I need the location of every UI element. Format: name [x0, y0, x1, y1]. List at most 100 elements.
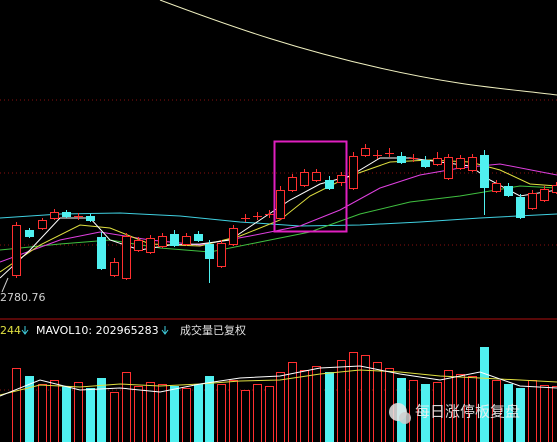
candle-body — [110, 262, 119, 276]
volume-bar — [146, 382, 155, 442]
volume-bar — [337, 360, 346, 442]
volume-bar — [50, 380, 59, 442]
candle-body — [325, 180, 334, 189]
volume-bar — [361, 355, 370, 442]
candle-body — [444, 157, 453, 179]
volume-bar — [444, 370, 453, 442]
candle-body — [468, 157, 477, 171]
volume-bar — [25, 376, 34, 442]
volume-bar — [62, 386, 71, 442]
volume-bar — [158, 384, 167, 442]
candle-body — [480, 155, 489, 188]
candle-body — [134, 240, 143, 251]
candle-body — [25, 230, 34, 237]
candle-body — [433, 158, 442, 165]
volume-bar — [492, 380, 501, 442]
candle-body — [122, 236, 131, 279]
volume-bar — [349, 352, 358, 442]
candle-body — [86, 216, 95, 221]
volume-bar — [504, 384, 513, 442]
volume-bar — [241, 390, 250, 442]
volume-bar — [552, 386, 557, 442]
volume-bar — [12, 368, 21, 442]
volume-bar — [97, 378, 106, 442]
volume-bar — [300, 370, 309, 442]
candle-body — [349, 156, 358, 189]
volume-bar — [516, 388, 525, 442]
volume-bar — [373, 362, 382, 442]
volume-bar — [229, 380, 238, 442]
volume-bar — [468, 376, 477, 442]
volume-bar — [217, 384, 226, 442]
candle-body — [492, 183, 501, 192]
candle-body — [170, 234, 179, 246]
candle-body — [397, 156, 406, 163]
candle-body — [229, 228, 238, 245]
volume-bar — [110, 392, 119, 442]
watermark: 每日涨停板复盘 — [389, 403, 520, 424]
watermark-text: 每日涨停板复盘 — [415, 403, 520, 421]
volume-bar — [276, 372, 285, 442]
indicator-bar — [0, 322, 557, 340]
volume-bar — [409, 380, 418, 442]
candle-body — [361, 148, 370, 156]
volume-bar — [421, 384, 430, 442]
price-label: 2780.76 — [0, 291, 46, 304]
volume-bar — [122, 372, 131, 442]
candle-body — [300, 172, 309, 186]
candle-body — [540, 189, 549, 201]
candle-body — [337, 175, 346, 183]
volume-bar — [194, 384, 203, 442]
candle-body — [456, 158, 465, 169]
candle-body — [97, 237, 106, 269]
vol-ma-line — [0, 365, 557, 397]
down-arrow — [21, 326, 29, 335]
volume-bar — [74, 382, 83, 442]
volume-bar — [170, 386, 179, 442]
candles — [12, 144, 557, 283]
volume-bar — [265, 386, 274, 442]
candle-body — [205, 244, 214, 259]
long-ma-line — [159, 0, 557, 96]
volume-bar — [433, 382, 442, 442]
volume-bar — [480, 347, 489, 442]
volume-bar — [253, 384, 262, 442]
volume-bar — [38, 384, 47, 442]
volume-bar — [134, 386, 143, 442]
volume-bar — [540, 385, 549, 442]
candle-body — [182, 236, 191, 245]
candle-body — [552, 185, 557, 193]
candle-body — [288, 177, 297, 191]
candle-body — [528, 193, 537, 209]
candle-body — [194, 234, 203, 241]
volume-bar — [86, 388, 95, 442]
volume-note: 成交量已复权 — [180, 323, 246, 337]
watermark-icon — [399, 412, 411, 424]
candle-body — [276, 190, 285, 219]
volume-bar — [182, 388, 191, 442]
candle-body — [62, 212, 71, 217]
ma-value: 244 — [0, 324, 21, 337]
candle-body — [146, 238, 155, 253]
candle-body — [217, 243, 226, 267]
vol-ma-line — [0, 369, 557, 396]
down-arrow — [161, 326, 169, 335]
volume-bar — [312, 366, 321, 442]
highlight-box — [273, 140, 348, 233]
volume-bar — [325, 372, 334, 442]
volume-bar — [456, 374, 465, 442]
candle-body — [38, 220, 47, 229]
candle-body — [516, 197, 525, 218]
candle-body — [158, 236, 167, 247]
volume-bar — [288, 362, 297, 442]
volume-bar — [528, 380, 537, 442]
candle-body — [312, 172, 321, 181]
candle-body — [504, 186, 513, 196]
volume-bar — [205, 376, 214, 442]
candle-body — [12, 225, 21, 276]
candle-body — [421, 160, 430, 167]
mavol-label: MAVOL10: 202965283 — [36, 324, 159, 337]
candle-body — [50, 212, 59, 219]
label-pointer — [1, 277, 9, 293]
